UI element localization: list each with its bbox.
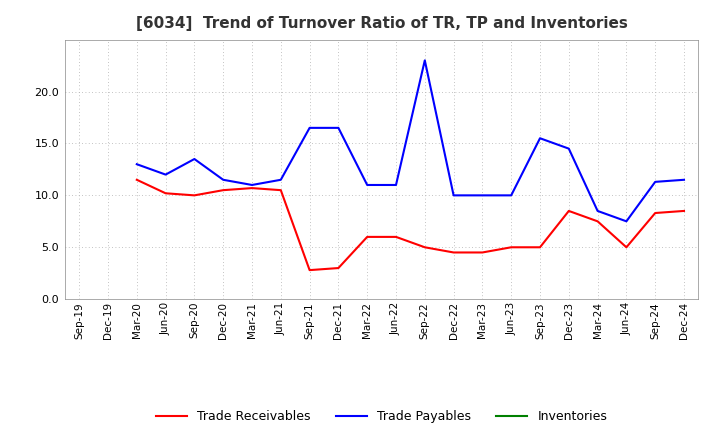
Line: Trade Receivables: Trade Receivables	[137, 180, 684, 270]
Trade Payables	[449, 193, 458, 198]
Trade Payables	[190, 156, 199, 161]
Trade Receivables	[680, 208, 688, 213]
Trade Receivables	[593, 219, 602, 224]
Trade Payables	[161, 172, 170, 177]
Trade Receivables	[536, 245, 544, 250]
Trade Payables	[392, 182, 400, 187]
Trade Receivables	[507, 245, 516, 250]
Trade Payables	[680, 177, 688, 183]
Trade Receivables	[392, 234, 400, 239]
Trade Receivables	[564, 208, 573, 213]
Trade Payables	[593, 208, 602, 213]
Trade Payables	[132, 161, 141, 167]
Trade Payables	[363, 182, 372, 187]
Trade Receivables	[305, 268, 314, 273]
Trade Receivables	[363, 234, 372, 239]
Trade Payables	[507, 193, 516, 198]
Trade Receivables	[190, 193, 199, 198]
Title: [6034]  Trend of Turnover Ratio of TR, TP and Inventories: [6034] Trend of Turnover Ratio of TR, TP…	[135, 16, 628, 32]
Trade Payables	[622, 219, 631, 224]
Trade Receivables	[622, 245, 631, 250]
Trade Payables	[305, 125, 314, 131]
Trade Payables	[334, 125, 343, 131]
Trade Receivables	[276, 187, 285, 193]
Trade Payables	[248, 182, 256, 187]
Trade Receivables	[161, 191, 170, 196]
Line: Trade Payables: Trade Payables	[137, 60, 684, 221]
Trade Payables	[478, 193, 487, 198]
Trade Payables	[536, 136, 544, 141]
Trade Receivables	[334, 265, 343, 271]
Trade Receivables	[132, 177, 141, 183]
Trade Payables	[564, 146, 573, 151]
Trade Receivables	[651, 210, 660, 216]
Trade Receivables	[420, 245, 429, 250]
Trade Payables	[219, 177, 228, 183]
Trade Receivables	[478, 250, 487, 255]
Legend: Trade Receivables, Trade Payables, Inventories: Trade Receivables, Trade Payables, Inven…	[151, 405, 612, 428]
Trade Receivables	[219, 187, 228, 193]
Trade Payables	[420, 58, 429, 63]
Trade Payables	[276, 177, 285, 183]
Trade Receivables	[449, 250, 458, 255]
Trade Receivables	[248, 185, 256, 191]
Trade Payables	[651, 179, 660, 184]
